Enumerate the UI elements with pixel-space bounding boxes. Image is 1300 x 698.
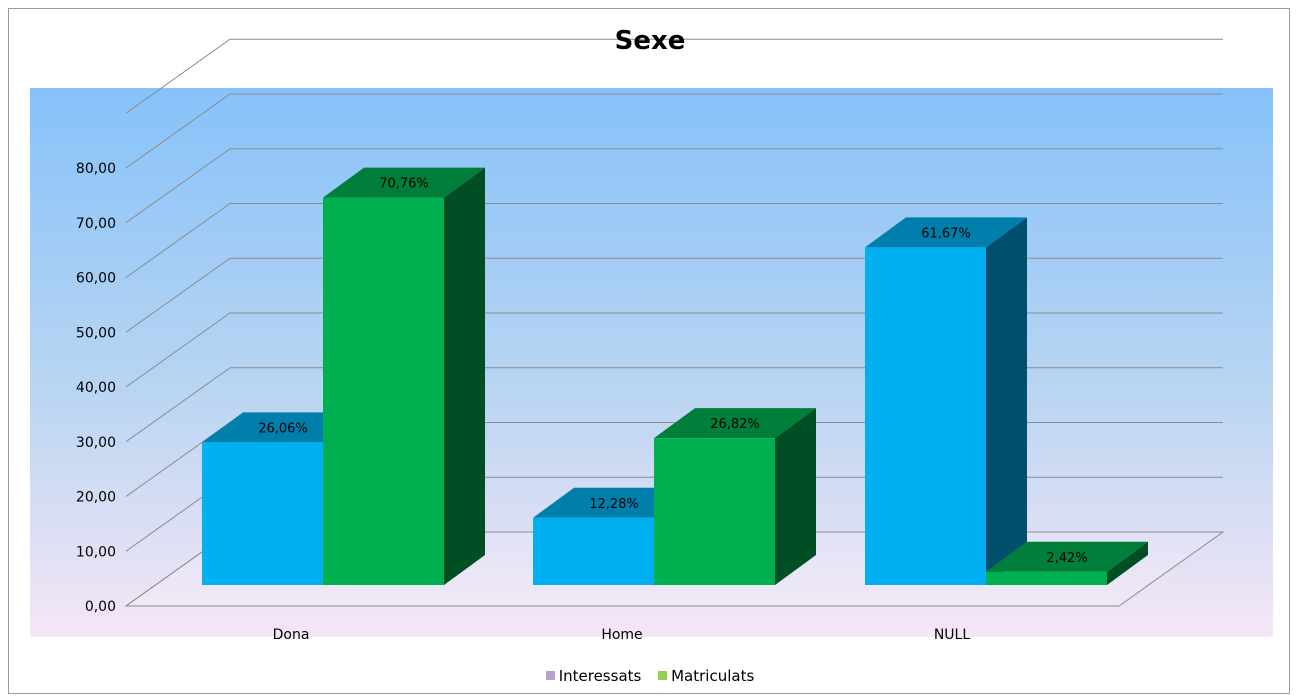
- y-tick-label: 0,00: [85, 599, 116, 615]
- legend-swatch-interessats: [545, 671, 555, 680]
- bar-matriculats-home: [654, 408, 816, 585]
- y-tick-label: 50,00: [76, 325, 116, 341]
- data-label: 26,82%: [710, 417, 760, 432]
- y-tick-label: 70,00: [76, 216, 116, 232]
- gridline: [125, 203, 1223, 278]
- gridline: [125, 93, 1223, 169]
- legend-label-interessats: Interessats: [558, 666, 642, 685]
- bar-matriculats-dona: [323, 167, 485, 586]
- y-tick-label: 40,00: [76, 380, 116, 396]
- bar-matriculats-null: [986, 541, 1148, 585]
- legend-item-interessats: Interessats: [545, 666, 642, 685]
- legend-swatch-matriculats: [658, 671, 668, 680]
- chart-title: Sexe: [614, 26, 686, 56]
- y-tick-label: 60,00: [76, 271, 116, 287]
- gridline: [125, 38, 1223, 114]
- data-label: 70,76%: [379, 177, 429, 192]
- legend-label-matriculats: Matriculats: [671, 666, 755, 685]
- y-tick-label: 80,00: [76, 161, 116, 177]
- data-label: 26,06%: [258, 421, 308, 436]
- category-label: NULL: [934, 627, 971, 643]
- legend: Interessats Matriculats: [0, 666, 1300, 685]
- legend-item-matriculats: Matriculats: [658, 667, 754, 685]
- data-label: 61,67%: [921, 226, 971, 241]
- y-tick-label: 30,00: [76, 435, 116, 451]
- data-label: 2,42%: [1046, 551, 1087, 566]
- data-label: 12,28%: [589, 497, 639, 512]
- y-tick-label: 10,00: [76, 544, 116, 560]
- y-tick-label: 20,00: [76, 490, 116, 506]
- category-label: Home: [601, 627, 642, 643]
- gridline: [125, 148, 1223, 224]
- bar-interessats-null: [865, 217, 1027, 585]
- category-label: Dona: [273, 627, 310, 643]
